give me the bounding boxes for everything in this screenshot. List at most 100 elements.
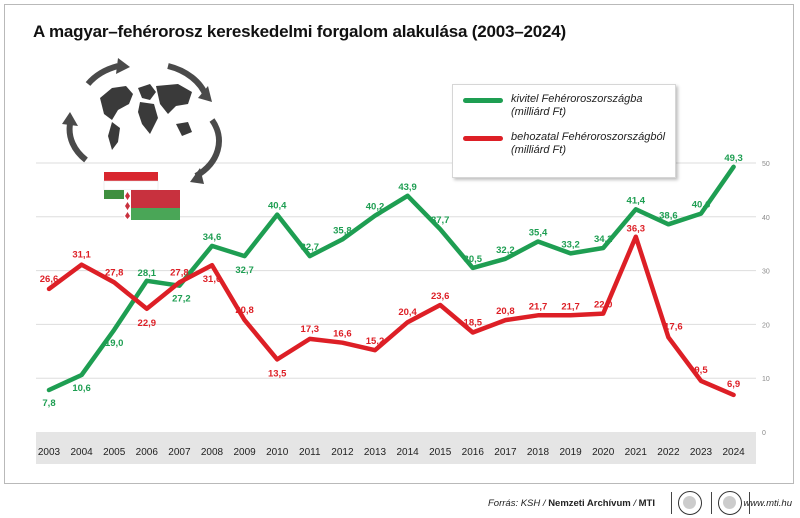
export-data-label: 27,2 — [172, 294, 191, 305]
y-tick-label: 30 — [762, 269, 770, 276]
x-tick-label: 2004 — [70, 447, 93, 458]
legend-swatch-import — [463, 136, 503, 141]
import-data-label: 23,6 — [431, 291, 450, 302]
data-labels-layer: 7,8 10,6 19,0 28,1 27,2 34,6 32,7 40,4 32,7 35,8 4… — [40, 153, 743, 409]
export-data-label: 34,2 — [594, 234, 613, 245]
import-data-label: 6,9 — [727, 379, 740, 390]
export-data-label: 37,7 — [431, 215, 450, 226]
export-data-label: 34,6 — [203, 232, 222, 243]
export-data-label: 35,4 — [529, 228, 548, 239]
export-data-label: 40,6 — [692, 200, 711, 211]
export-data-label: 40,2 — [366, 202, 385, 213]
import-data-label: 17,3 — [301, 324, 320, 335]
x-tick-label: 2009 — [233, 447, 256, 458]
x-axis-tick-labels: 2003 2004 2005 2006 2007 2008 2009 2010 2011 2012… — [38, 447, 745, 458]
chart-frame — [4, 4, 794, 484]
export-data-label: 40,4 — [268, 201, 287, 212]
export-data-label: 32,7 — [301, 242, 320, 253]
export-data-label: 19,0 — [105, 338, 124, 349]
x-tick-label: 2007 — [168, 447, 191, 458]
footer-url: www.mti.hu — [743, 498, 792, 509]
import-data-label: 27,8 — [170, 267, 189, 278]
import-data-label: 17,6 — [664, 321, 683, 332]
legend-label-export-line1: kivitel Fehéroroszországba — [511, 93, 643, 105]
source-mti: MTI — [638, 498, 655, 509]
import-data-label: 16,6 — [333, 329, 352, 340]
export-data-label: 32,2 — [496, 245, 515, 256]
import-data-label: 21,7 — [561, 301, 580, 312]
cycle-arrow-heads — [62, 58, 212, 184]
export-data-label: 49,3 — [724, 153, 743, 164]
import-data-label: 20,8 — [235, 305, 254, 316]
y-axis-tick-labels: 0 10 20 30 40 50 — [762, 161, 770, 437]
import-data-label: 20,8 — [496, 306, 515, 317]
import-data-label: 15,2 — [366, 336, 385, 347]
footer: Forrás: KSH / Nemzeti Archívum / MTI www… — [0, 486, 800, 518]
import-data-label: 36,3 — [627, 224, 646, 235]
footer-divider — [711, 492, 712, 514]
y-tick-label: 50 — [762, 161, 770, 168]
legend-swatch-export — [463, 98, 503, 103]
x-tick-label: 2015 — [429, 447, 452, 458]
x-tick-label: 2005 — [103, 447, 126, 458]
export-data-label: 32,7 — [235, 265, 254, 276]
x-tick-label: 2023 — [690, 447, 713, 458]
import-data-label: 22,0 — [594, 300, 613, 311]
x-tick-label: 2003 — [38, 447, 61, 458]
import-series-line — [46, 234, 736, 398]
x-tick-label: 2014 — [396, 447, 419, 458]
x-tick-label: 2012 — [331, 447, 354, 458]
x-axis-band — [36, 432, 756, 464]
x-tick-label: 2008 — [201, 447, 224, 458]
x-tick-label: 2013 — [364, 447, 387, 458]
import-data-label: 27,8 — [105, 267, 124, 278]
mti-badge-icon — [718, 491, 742, 515]
footer-divider — [749, 492, 750, 514]
import-data-label: 9,5 — [694, 365, 708, 376]
export-data-label: 38,6 — [659, 210, 678, 221]
series-layer — [46, 164, 736, 398]
export-data-label: 10,6 — [72, 383, 91, 394]
x-tick-label: 2019 — [559, 447, 582, 458]
import-data-label: 31,1 — [72, 250, 91, 261]
y-tick-label: 20 — [762, 322, 770, 329]
x-tick-label: 2018 — [527, 447, 550, 458]
chart-title: A magyar–fehérorosz kereskedelmi forgalo… — [33, 22, 566, 41]
x-tick-label: 2022 — [657, 447, 680, 458]
export-data-label: 30,5 — [464, 254, 483, 265]
legend-label-import-line2: (milliárd Ft) — [511, 144, 566, 156]
x-tick-label: 2024 — [722, 447, 745, 458]
import-data-label: 20,4 — [398, 307, 417, 318]
import-data-label: 18,5 — [464, 317, 483, 328]
legend-label-import-line1: behozatal Fehéroroszországból — [511, 131, 666, 143]
source-archive: Nemzeti Archívum — [548, 498, 631, 509]
footer-divider — [671, 492, 672, 514]
import-data-label: 31,0 — [203, 274, 222, 285]
x-tick-label: 2006 — [136, 447, 159, 458]
export-data-label: 43,9 — [398, 182, 417, 193]
y-tick-label: 0 — [762, 430, 766, 437]
export-data-label: 28,1 — [138, 268, 157, 279]
x-tick-label: 2010 — [266, 447, 289, 458]
y-tick-label: 10 — [762, 376, 770, 383]
x-tick-label: 2016 — [462, 447, 485, 458]
x-tick-label: 2011 — [299, 447, 321, 458]
export-data-label: 7,8 — [42, 398, 55, 409]
export-data-label: 35,8 — [333, 225, 352, 236]
belarusian-flag-icon — [124, 190, 180, 220]
export-data-label: 33,2 — [561, 239, 580, 250]
world-map-icon — [100, 84, 192, 150]
export-series-line — [46, 164, 736, 393]
x-tick-label: 2021 — [625, 447, 648, 458]
source-separator: / — [630, 498, 639, 509]
export-data-label: 41,4 — [627, 195, 646, 206]
legend-label-export-line2: (milliárd Ft) — [511, 106, 566, 118]
line-chart: 0 10 20 30 40 50 2003 2004 2005 2006 2007 2008 2009… — [36, 58, 770, 464]
x-tick-label: 2017 — [494, 447, 517, 458]
import-data-label: 21,7 — [529, 301, 548, 312]
y-tick-label: 40 — [762, 215, 770, 222]
x-tick-label: 2020 — [592, 447, 615, 458]
import-data-label: 22,9 — [138, 318, 157, 329]
import-data-label: 13,5 — [268, 368, 287, 379]
source-prefix: Forrás: KSH / — [488, 498, 549, 509]
